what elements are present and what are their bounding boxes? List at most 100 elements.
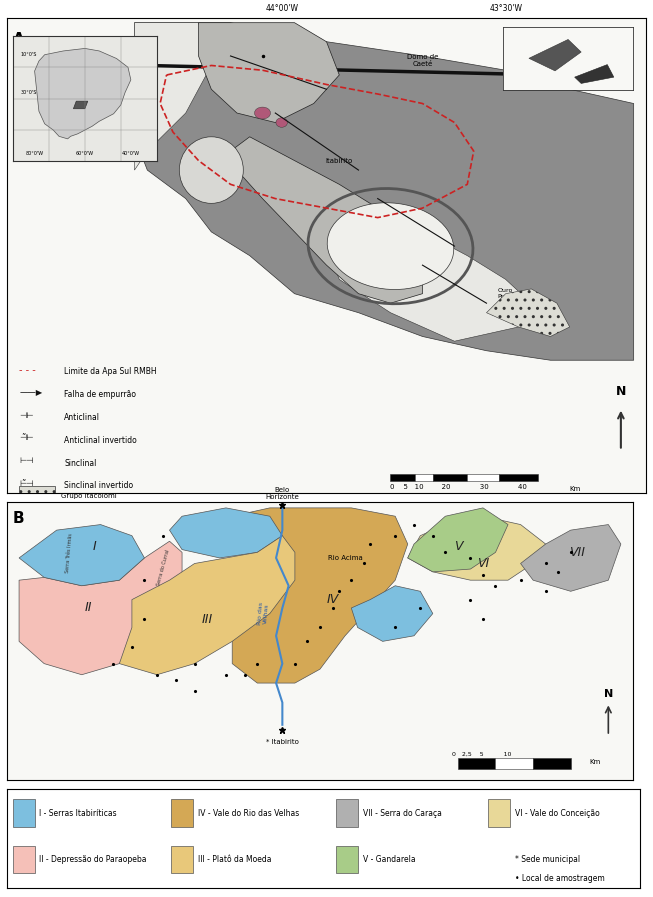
Polygon shape <box>529 39 581 71</box>
Text: Sinclinal: Sinclinal <box>64 458 97 467</box>
Text: II: II <box>84 602 92 614</box>
Text: 0    5   10        20             30             40: 0 5 10 20 30 40 <box>390 483 528 490</box>
Text: ⊣̃⊢: ⊣̃⊢ <box>20 433 34 442</box>
Text: Falha de empurrão: Falha de empurrão <box>64 390 136 399</box>
Text: VI - Vale do Conceição: VI - Vale do Conceição <box>515 808 599 817</box>
Text: Km: Km <box>569 486 581 492</box>
FancyBboxPatch shape <box>20 486 55 504</box>
Text: Grupo Itacolomi: Grupo Itacolomi <box>61 493 117 500</box>
Text: Domo de
Caeté: Domo de Caeté <box>407 54 438 67</box>
FancyBboxPatch shape <box>13 846 35 874</box>
Text: 43°30'W: 43°30'W <box>489 4 522 13</box>
Text: I: I <box>93 540 96 553</box>
FancyBboxPatch shape <box>171 799 193 827</box>
Text: Belo Horizonte: Belo Horizonte <box>237 48 288 54</box>
Polygon shape <box>35 48 131 139</box>
Text: 0   2,5    5          10: 0 2,5 5 10 <box>452 752 511 756</box>
FancyBboxPatch shape <box>20 532 55 550</box>
Polygon shape <box>73 101 88 109</box>
Text: 43°45'W: 43°45'W <box>346 790 382 799</box>
Polygon shape <box>407 517 546 580</box>
Text: IV - Vale do Rio das Velhas: IV - Vale do Rio das Velhas <box>198 808 299 817</box>
FancyBboxPatch shape <box>171 846 193 874</box>
Text: ⊣⊢: ⊣⊢ <box>20 411 34 420</box>
FancyBboxPatch shape <box>20 578 55 596</box>
Ellipse shape <box>276 118 287 127</box>
FancyBboxPatch shape <box>488 799 510 827</box>
Text: ⊢⊣: ⊢⊣ <box>20 457 34 466</box>
Polygon shape <box>486 289 569 336</box>
FancyBboxPatch shape <box>433 475 468 482</box>
Text: 30°0'S: 30°0'S <box>20 90 37 95</box>
Text: Belo
Horizonte: Belo Horizonte <box>266 486 299 500</box>
FancyBboxPatch shape <box>496 758 533 770</box>
Text: • Local de amostragem: • Local de amostragem <box>515 874 604 883</box>
FancyBboxPatch shape <box>13 799 35 827</box>
Text: III: III <box>202 613 213 625</box>
Text: Sinclinal invertido: Sinclinal invertido <box>64 482 133 491</box>
FancyBboxPatch shape <box>20 509 55 527</box>
Text: 44°00'W: 44°00'W <box>265 4 298 13</box>
FancyBboxPatch shape <box>533 758 571 770</box>
Text: Supergrupo Minas (rochas itabiríticas-em preto): Supergrupo Minas (rochas itabiríticas-em… <box>61 538 229 545</box>
FancyBboxPatch shape <box>20 554 55 573</box>
Text: Km: Km <box>590 759 601 765</box>
Text: I - Serras Itabiríticas: I - Serras Itabiríticas <box>39 808 117 817</box>
Text: Rio das
Velhas: Rio das Velhas <box>257 602 270 625</box>
Polygon shape <box>135 22 212 170</box>
Polygon shape <box>231 137 422 303</box>
Polygon shape <box>119 536 295 675</box>
FancyBboxPatch shape <box>500 475 537 482</box>
Polygon shape <box>351 586 433 641</box>
Text: Serra do Curral: Serra do Curral <box>156 549 170 587</box>
Ellipse shape <box>327 203 454 290</box>
Text: VII: VII <box>569 546 585 559</box>
Text: Limite da Apa Sul RMBH: Limite da Apa Sul RMBH <box>64 368 157 377</box>
FancyBboxPatch shape <box>468 475 500 482</box>
Text: V: V <box>454 540 462 553</box>
Text: III - Platô da Moeda: III - Platô da Moeda <box>198 855 271 864</box>
Text: Itabirito: Itabirito <box>326 158 353 163</box>
Polygon shape <box>407 508 508 572</box>
Text: N: N <box>616 386 626 398</box>
Text: B: B <box>13 510 24 526</box>
Text: * Sede municipal: * Sede municipal <box>515 855 580 864</box>
Polygon shape <box>199 22 340 123</box>
Text: Rochas básico-ultrabásicas: Rochas básico-ultrabásicas <box>61 585 155 590</box>
FancyBboxPatch shape <box>336 846 358 874</box>
Text: Supergrupo Rio das Velhas: Supergrupo Rio das Velhas <box>61 562 154 568</box>
Text: * Itabirito: * Itabirito <box>266 739 299 745</box>
Text: Domo do Bação: Domo do Bação <box>363 248 418 254</box>
Text: Anticlinal: Anticlinal <box>64 413 100 422</box>
Polygon shape <box>19 541 182 675</box>
Text: VII - Serra do Caraça: VII - Serra do Caraça <box>362 808 441 817</box>
Text: Anticlinal invertido: Anticlinal invertido <box>64 436 137 445</box>
Polygon shape <box>135 22 633 361</box>
Ellipse shape <box>255 107 270 119</box>
FancyBboxPatch shape <box>390 475 415 482</box>
Text: 10°0'S: 10°0'S <box>20 52 37 57</box>
Polygon shape <box>520 525 621 591</box>
Text: ⊢̃⊣: ⊢̃⊣ <box>20 479 34 488</box>
Polygon shape <box>19 525 144 586</box>
Text: Rio Acima: Rio Acima <box>328 555 362 561</box>
Text: Embasamento granito-gnáissico: Embasamento granito-gnáissico <box>61 516 174 522</box>
Text: IV: IV <box>326 593 339 606</box>
Ellipse shape <box>180 137 244 204</box>
Text: - - -: - - - <box>20 365 36 375</box>
Text: 40°0'W: 40°0'W <box>122 152 140 156</box>
Text: VI: VI <box>477 557 489 570</box>
Polygon shape <box>170 508 282 558</box>
Text: Ouro
Preto: Ouro Preto <box>498 288 514 299</box>
Text: 44°0'W: 44°0'W <box>173 790 204 799</box>
Polygon shape <box>232 508 407 684</box>
Text: 80°0'W: 80°0'W <box>25 152 44 156</box>
FancyBboxPatch shape <box>458 758 496 770</box>
Text: Itabira: Itabira <box>605 28 628 33</box>
Text: 60°0'W: 60°0'W <box>76 152 94 156</box>
Text: Serra Três Irmãs: Serra Três Irmãs <box>65 533 73 573</box>
Polygon shape <box>575 65 614 83</box>
Text: V - Gandarela: V - Gandarela <box>362 855 415 864</box>
Polygon shape <box>326 208 532 341</box>
Text: N: N <box>604 689 613 699</box>
